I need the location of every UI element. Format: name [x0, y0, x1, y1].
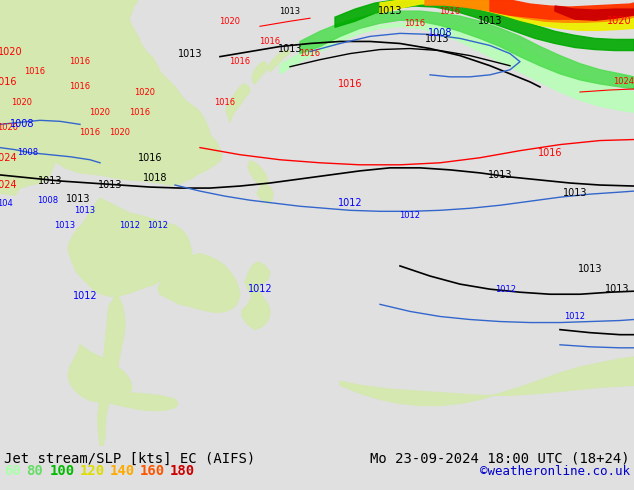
Text: 1008: 1008: [18, 148, 39, 157]
Text: 80: 80: [26, 464, 42, 478]
Text: 1013: 1013: [98, 180, 122, 190]
Text: 1016: 1016: [138, 153, 162, 163]
Text: 1020: 1020: [110, 128, 131, 137]
Text: 100: 100: [50, 464, 75, 478]
Text: 1020: 1020: [219, 17, 240, 26]
Polygon shape: [108, 393, 178, 411]
Polygon shape: [425, 0, 634, 22]
Text: 1016: 1016: [259, 37, 281, 46]
Polygon shape: [555, 6, 634, 20]
Text: 1020: 1020: [89, 108, 110, 117]
Text: ©weatheronline.co.uk: ©weatheronline.co.uk: [480, 465, 630, 478]
Text: 180: 180: [170, 464, 195, 478]
Polygon shape: [68, 345, 132, 402]
Text: 1013: 1013: [478, 16, 502, 26]
Text: 1012: 1012: [496, 285, 517, 294]
Text: 160: 160: [140, 464, 165, 478]
Text: 1020: 1020: [134, 88, 155, 97]
Polygon shape: [340, 357, 634, 405]
Polygon shape: [68, 198, 192, 296]
Text: 1016: 1016: [70, 57, 91, 66]
Text: 1012: 1012: [148, 221, 169, 230]
Text: 1008: 1008: [10, 120, 34, 129]
Text: Jet stream/SLP [kts] EC (AIFS): Jet stream/SLP [kts] EC (AIFS): [4, 452, 256, 466]
Text: 1012: 1012: [564, 312, 586, 321]
Text: 1013: 1013: [74, 206, 96, 215]
Text: 1012: 1012: [119, 221, 141, 230]
Polygon shape: [158, 254, 240, 313]
Text: 1016: 1016: [538, 147, 562, 158]
Polygon shape: [242, 262, 270, 330]
Text: 1016: 1016: [129, 108, 150, 117]
Text: 1016: 1016: [299, 49, 321, 58]
Text: 1016: 1016: [338, 79, 362, 89]
Polygon shape: [300, 11, 634, 89]
Text: 1013: 1013: [563, 188, 587, 198]
Text: 1016: 1016: [404, 19, 425, 28]
Text: 1008: 1008: [428, 28, 452, 38]
Text: 140: 140: [110, 464, 135, 478]
Text: 1013: 1013: [488, 170, 512, 180]
Text: 1020: 1020: [607, 16, 631, 26]
Polygon shape: [252, 62, 268, 84]
Text: 1012: 1012: [248, 284, 273, 294]
Polygon shape: [226, 84, 250, 122]
Text: 1012: 1012: [399, 211, 420, 220]
Text: 1016: 1016: [25, 67, 46, 76]
Text: 1013: 1013: [55, 221, 75, 230]
Polygon shape: [0, 0, 138, 195]
Text: 120: 120: [80, 464, 105, 478]
Text: 1016: 1016: [0, 77, 17, 87]
Polygon shape: [248, 161, 268, 187]
Text: 1013: 1013: [425, 34, 450, 45]
Text: 1024: 1024: [0, 180, 17, 190]
Text: 1020: 1020: [0, 47, 22, 56]
Text: 1012: 1012: [73, 291, 97, 301]
Text: 1016: 1016: [439, 7, 460, 16]
Polygon shape: [268, 49, 290, 72]
Text: 1024: 1024: [0, 153, 17, 163]
Text: 1018: 1018: [143, 173, 167, 183]
Text: 1016: 1016: [230, 57, 250, 66]
Text: 60: 60: [4, 464, 21, 478]
Text: 1013: 1013: [66, 194, 90, 204]
Text: 1024: 1024: [614, 77, 634, 86]
Text: 1008: 1008: [37, 196, 58, 205]
Text: 1013: 1013: [578, 264, 602, 274]
Text: 1013: 1013: [278, 44, 302, 53]
Polygon shape: [257, 185, 273, 203]
Text: 1013: 1013: [38, 176, 62, 186]
Text: 104: 104: [0, 199, 13, 208]
Text: 1016: 1016: [79, 128, 101, 137]
Text: 1013: 1013: [378, 6, 402, 16]
Polygon shape: [98, 296, 125, 446]
Polygon shape: [380, 0, 634, 30]
Text: 1020: 1020: [11, 98, 32, 107]
Text: 1016: 1016: [70, 82, 91, 92]
Text: 1013: 1013: [605, 284, 630, 294]
Polygon shape: [280, 23, 634, 112]
Text: 1012: 1012: [338, 198, 362, 208]
Text: 1013: 1013: [178, 49, 202, 59]
Polygon shape: [0, 0, 222, 185]
Text: 1016: 1016: [214, 98, 236, 107]
Polygon shape: [490, 0, 634, 19]
Text: 1013: 1013: [280, 7, 301, 16]
Text: 1020: 1020: [0, 123, 18, 132]
Polygon shape: [335, 0, 634, 50]
Text: Mo 23-09-2024 18:00 UTC (18+24): Mo 23-09-2024 18:00 UTC (18+24): [370, 452, 630, 466]
